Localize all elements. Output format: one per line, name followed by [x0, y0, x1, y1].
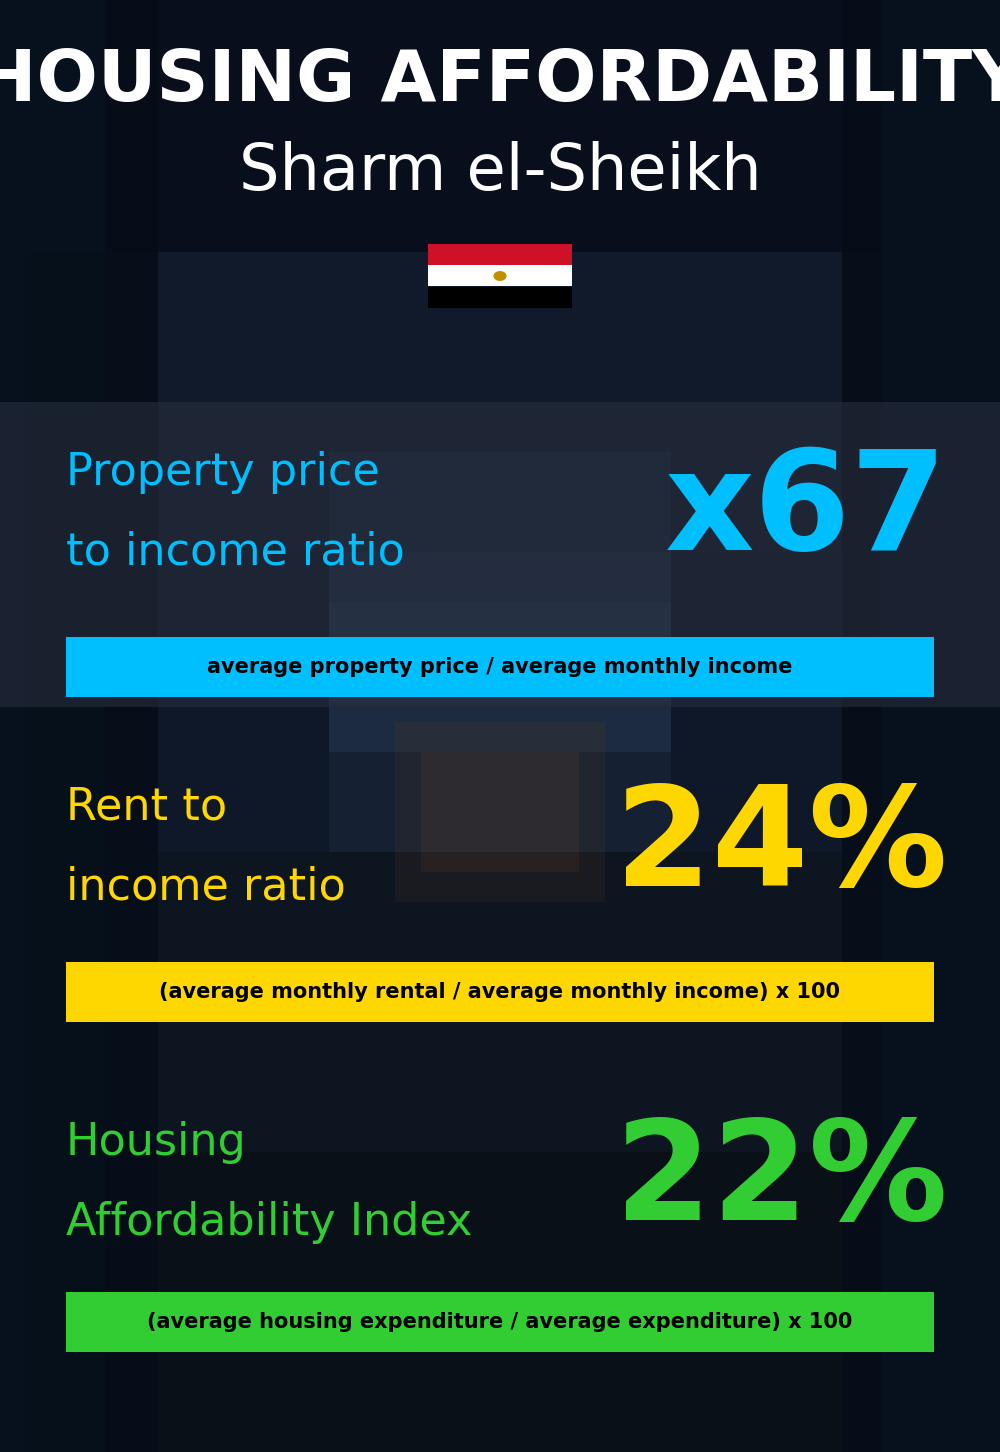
- Bar: [329, 603, 671, 701]
- Bar: [26, 253, 105, 1452]
- Text: Housing: Housing: [66, 1121, 247, 1163]
- Bar: [329, 552, 671, 752]
- Bar: [421, 752, 579, 873]
- Bar: [329, 452, 671, 852]
- Text: 22%: 22%: [615, 1115, 947, 1250]
- Bar: [0, 402, 1000, 707]
- Bar: [0, 0, 158, 1452]
- Text: to income ratio: to income ratio: [66, 530, 405, 574]
- Text: HOUSING AFFORDABILITY: HOUSING AFFORDABILITY: [0, 48, 1000, 116]
- Bar: [0, 0, 105, 1452]
- Text: income ratio: income ratio: [66, 865, 346, 909]
- Bar: [428, 266, 572, 286]
- Bar: [66, 1292, 934, 1352]
- Bar: [395, 722, 605, 902]
- Text: Rent to: Rent to: [66, 786, 227, 829]
- Text: (average monthly rental / average monthly income) x 100: (average monthly rental / average monthl…: [159, 982, 840, 1002]
- Text: 24%: 24%: [615, 780, 947, 915]
- Bar: [66, 963, 934, 1022]
- Text: average property price / average monthly income: average property price / average monthly…: [207, 656, 793, 677]
- Text: Affordability Index: Affordability Index: [66, 1201, 472, 1243]
- Bar: [0, 852, 1000, 1151]
- Bar: [842, 0, 1000, 1452]
- Text: x67: x67: [665, 444, 947, 579]
- Bar: [66, 637, 934, 697]
- Bar: [428, 244, 572, 266]
- Bar: [0, 552, 1000, 852]
- Text: (average housing expenditure / average expenditure) x 100: (average housing expenditure / average e…: [147, 1313, 853, 1331]
- Circle shape: [493, 272, 507, 282]
- Bar: [0, 0, 1000, 253]
- Bar: [0, 253, 1000, 552]
- Text: Sharm el-Sheikh: Sharm el-Sheikh: [239, 141, 761, 203]
- Text: Property price: Property price: [66, 450, 380, 494]
- Bar: [0, 1151, 1000, 1452]
- Bar: [882, 0, 1000, 1452]
- Bar: [428, 287, 572, 308]
